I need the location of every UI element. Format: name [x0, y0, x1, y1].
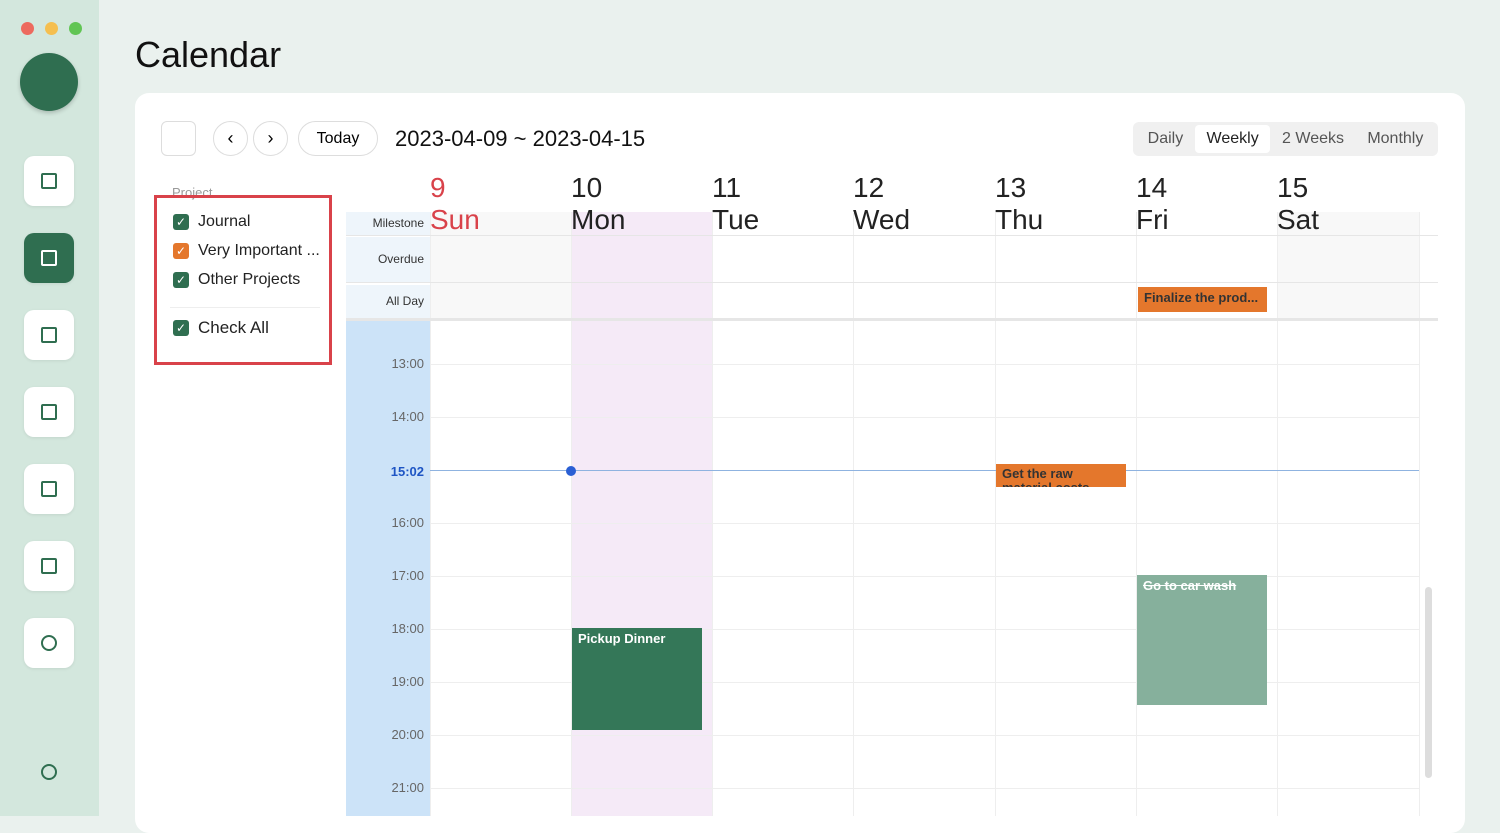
close[interactable] — [21, 22, 34, 35]
today-button[interactable]: Today — [298, 121, 378, 156]
project-filter[interactable]: Journal — [198, 213, 251, 230]
toggle-filter[interactable] — [161, 121, 196, 156]
day-name: Mon — [571, 204, 626, 235]
project-filter[interactable]: Very Important ... — [198, 242, 320, 259]
power-icon[interactable] — [41, 764, 57, 780]
column-line — [1136, 212, 1137, 816]
settings-icon[interactable] — [24, 618, 74, 668]
divider — [170, 307, 320, 308]
day-header: 15 Sat — [1277, 172, 1320, 235]
minimize[interactable] — [45, 22, 58, 35]
view-option[interactable]: Daily — [1147, 130, 1184, 147]
view-option[interactable]: Weekly — [1194, 125, 1271, 153]
sat-top — [1277, 212, 1419, 320]
calendar-card — [135, 93, 1465, 833]
checkbox[interactable]: ✓ — [173, 272, 189, 288]
app: Calendar ‹ › Today 2023-04-09 ~ 2023-04-… — [0, 0, 1465, 833]
column-line — [1277, 212, 1278, 816]
row-line — [346, 282, 1438, 283]
zoom[interactable] — [69, 22, 82, 35]
time-label: 16:00 — [391, 515, 424, 530]
hour-line — [430, 682, 1419, 683]
row-label: Milestone — [346, 212, 430, 235]
time-label: 18:00 — [391, 621, 424, 636]
day-name: Thu — [995, 204, 1044, 235]
view-option[interactable]: Monthly — [1367, 130, 1424, 147]
column-line — [430, 212, 431, 816]
hour-line — [430, 576, 1419, 577]
day-header: 10 Mon — [571, 172, 626, 235]
sidebar — [0, 0, 99, 816]
current-time: 15:02 — [390, 463, 424, 479]
event[interactable]: Pickup Dinner — [572, 628, 702, 730]
row-line — [346, 235, 1438, 236]
column-line — [995, 212, 996, 816]
time-label: 21:00 — [391, 780, 424, 795]
view-option[interactable]: 2 Weeks — [1282, 130, 1344, 147]
day-name: Fri — [1136, 204, 1169, 235]
sun-top — [430, 212, 571, 320]
day-name: Wed — [853, 204, 911, 235]
now-dot — [566, 466, 576, 476]
highlight-box — [154, 195, 332, 365]
hour-line — [430, 523, 1419, 524]
checkbox[interactable]: ✓ — [173, 243, 189, 259]
view-switch: Daily Weekly 2 Weeks Monthly — [1133, 122, 1438, 156]
day-header: 13 Thu — [995, 172, 1044, 235]
hour-line — [430, 788, 1419, 789]
all-day-event[interactable]: Finalize the prod... — [1138, 287, 1267, 312]
row-line — [346, 319, 1438, 321]
check-all[interactable]: Check All — [198, 318, 269, 337]
event[interactable]: Go to car wash — [1137, 575, 1267, 705]
project-filter[interactable]: Other Projects — [198, 271, 301, 288]
now-line — [430, 470, 1419, 471]
time-label: 13:00 — [391, 356, 424, 371]
day-name: Tue — [712, 204, 760, 235]
time-label: 17:00 — [391, 568, 424, 583]
time-label: 20:00 — [391, 727, 424, 742]
list-icon[interactable] — [24, 310, 74, 360]
day-header: 14 Fri — [1136, 172, 1169, 235]
day-header: 12 Wed — [853, 172, 911, 235]
checkbox[interactable]: ✓ — [173, 214, 189, 230]
event[interactable]: Get the raw material costs — [996, 464, 1126, 487]
prev[interactable]: ‹ — [213, 121, 248, 156]
hour-line — [430, 417, 1419, 418]
day-header: 9 Sun — [430, 172, 480, 235]
recycle-icon[interactable] — [24, 541, 74, 591]
page-title: Calendar — [135, 34, 282, 75]
gantt-icon[interactable] — [24, 387, 74, 437]
dashboard-icon[interactable] — [24, 156, 74, 206]
day-name: Sat — [1277, 204, 1320, 235]
day-header: 11 Tue — [712, 172, 760, 235]
hour-line — [430, 735, 1419, 736]
row-label: All Day — [346, 285, 430, 318]
date-range: 2023-04-09 ~ 2023-04-15 — [395, 126, 646, 151]
column-line — [571, 212, 572, 816]
panel-icon[interactable] — [24, 464, 74, 514]
time-column — [346, 320, 430, 816]
row-label: Overdue — [346, 237, 430, 282]
check-all-box[interactable]: ✓ — [173, 320, 189, 336]
hour-line — [430, 629, 1419, 630]
logo[interactable] — [20, 53, 78, 111]
column-line — [1419, 212, 1420, 816]
day-name: Sun — [430, 204, 480, 235]
row-line — [346, 318, 1438, 319]
next[interactable]: › — [253, 121, 288, 156]
column-line — [853, 212, 854, 816]
time-label: 14:00 — [391, 409, 424, 424]
column-line — [712, 212, 713, 816]
time-label: 19:00 — [391, 674, 424, 689]
scrollbar[interactable] — [1425, 587, 1432, 778]
calendar-icon[interactable] — [24, 233, 74, 283]
hour-line — [430, 364, 1419, 365]
